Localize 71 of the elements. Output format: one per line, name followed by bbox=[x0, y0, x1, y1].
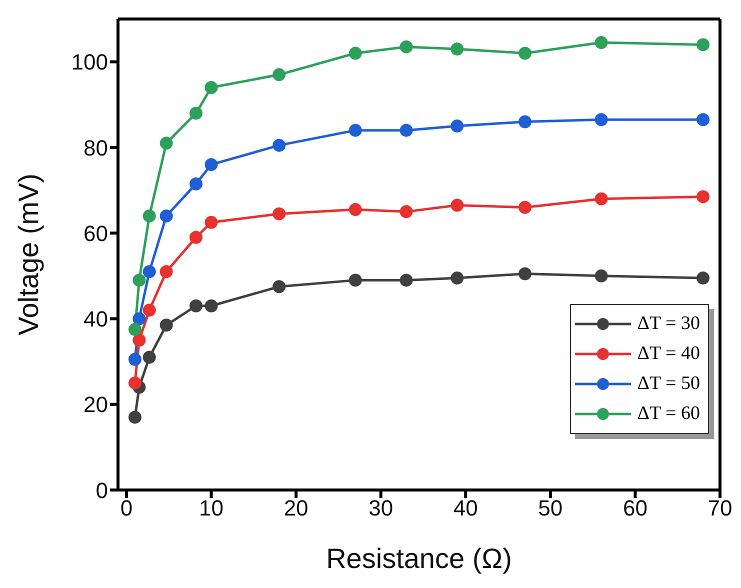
x-tick-label: 20 bbox=[284, 496, 308, 521]
y-tick-label: 0 bbox=[96, 478, 108, 503]
point bbox=[204, 299, 218, 312]
point bbox=[518, 200, 532, 214]
x-tick-label: 0 bbox=[120, 496, 133, 521]
point bbox=[190, 299, 203, 312]
point bbox=[204, 81, 218, 94]
point bbox=[348, 124, 362, 137]
point bbox=[518, 46, 532, 60]
point bbox=[128, 352, 142, 366]
point bbox=[128, 322, 142, 336]
y-tick-label: 80 bbox=[84, 135, 108, 160]
point bbox=[142, 350, 156, 364]
point bbox=[142, 265, 156, 278]
point bbox=[348, 46, 362, 60]
x-tick-label: 10 bbox=[199, 496, 224, 521]
point bbox=[190, 177, 203, 190]
legend-label: ΔT = 30 bbox=[637, 313, 700, 335]
point bbox=[160, 209, 173, 222]
point bbox=[128, 410, 142, 424]
point bbox=[132, 312, 146, 326]
point bbox=[272, 280, 286, 294]
point bbox=[696, 38, 710, 52]
point bbox=[696, 272, 710, 285]
point bbox=[594, 113, 608, 126]
y-tick-label: 40 bbox=[84, 306, 108, 332]
x-tick-label: 30 bbox=[368, 496, 394, 521]
point bbox=[348, 274, 362, 287]
point bbox=[450, 120, 464, 133]
point bbox=[518, 115, 532, 128]
point bbox=[272, 207, 286, 220]
legend-label: ΔT = 50 bbox=[637, 373, 700, 395]
point bbox=[132, 334, 146, 347]
point bbox=[400, 124, 413, 137]
point bbox=[204, 158, 218, 172]
point bbox=[128, 376, 142, 390]
point bbox=[204, 216, 218, 229]
point bbox=[272, 138, 286, 152]
point bbox=[190, 106, 203, 120]
point bbox=[400, 205, 413, 218]
y-tick-label: 20 bbox=[84, 392, 108, 418]
y-axis-title: Voltage (mV) bbox=[12, 174, 44, 336]
x-tick-label: 40 bbox=[453, 496, 478, 521]
point bbox=[594, 269, 608, 282]
point bbox=[594, 192, 608, 206]
point bbox=[450, 198, 464, 212]
y-tick-label: 100 bbox=[71, 50, 108, 75]
point bbox=[190, 230, 203, 244]
x-tick-label: 60 bbox=[622, 496, 648, 521]
point bbox=[142, 209, 156, 222]
point bbox=[696, 113, 710, 126]
legend-label: ΔT = 40 bbox=[637, 343, 700, 365]
point bbox=[696, 190, 710, 204]
point bbox=[348, 203, 362, 216]
point bbox=[450, 42, 464, 56]
point bbox=[160, 318, 173, 332]
point bbox=[400, 40, 413, 54]
y-tick-label: 60 bbox=[84, 220, 108, 246]
x-axis-title: Resistance (Ω) bbox=[326, 543, 512, 574]
point bbox=[160, 265, 173, 278]
point bbox=[518, 267, 532, 280]
point bbox=[450, 272, 464, 285]
point bbox=[142, 304, 156, 317]
legend-label: ΔT = 60 bbox=[637, 403, 700, 425]
point bbox=[594, 36, 608, 50]
point bbox=[160, 136, 173, 150]
point bbox=[132, 274, 146, 287]
x-tick-label: 50 bbox=[538, 496, 563, 521]
x-tick-label: 70 bbox=[708, 496, 732, 521]
point bbox=[272, 68, 286, 82]
point bbox=[400, 274, 413, 287]
